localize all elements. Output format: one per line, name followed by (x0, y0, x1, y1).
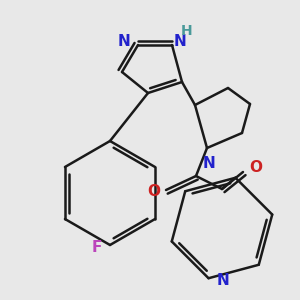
Text: N: N (217, 273, 229, 288)
Text: N: N (202, 156, 215, 171)
Text: N: N (174, 34, 187, 49)
Text: N: N (117, 34, 130, 50)
Text: H: H (181, 24, 193, 38)
Text: O: O (147, 184, 160, 200)
Text: O: O (249, 160, 262, 175)
Text: F: F (92, 241, 102, 256)
